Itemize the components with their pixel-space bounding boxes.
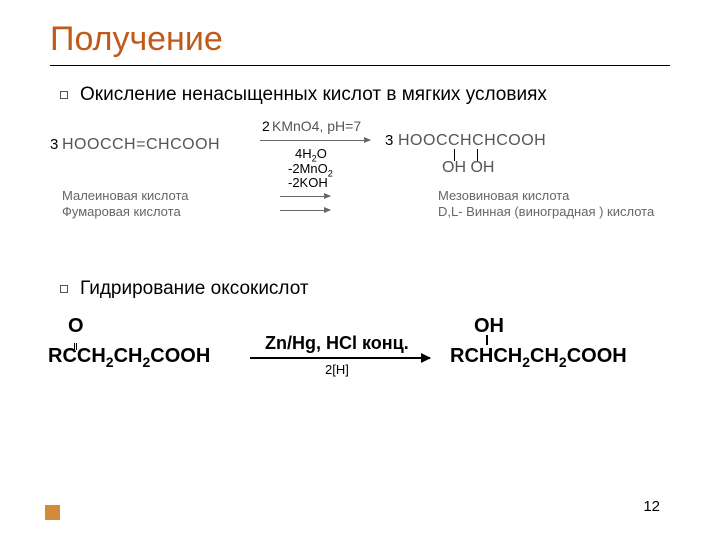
r2-arrow	[250, 357, 430, 359]
r2-product-sub: 2	[522, 354, 530, 370]
bullet-1-text: Окисление ненасыщенных кислот в мягких у…	[80, 84, 547, 106]
r1-coef-right: 3	[385, 132, 393, 149]
r1-reactant-name1: Малеиновая кислота	[62, 188, 189, 203]
bullet-marker-icon	[60, 285, 68, 293]
r1-cond-mid3: -2KOH	[288, 175, 328, 190]
r2-product-a: RCHCH	[450, 345, 522, 367]
r2-product: RCHCH2CH2COOH	[450, 345, 627, 370]
r1-product: HOOCCHCHCOOH	[398, 132, 546, 150]
reaction-2: O RCCH2CH2COOH Zn/Hg, HCl конц. 2[H] OH …	[50, 315, 690, 415]
r2-reactant: RCCH2CH2COOH	[48, 345, 210, 370]
r1-product-name1: Мезовиновая кислота	[438, 188, 569, 203]
r1-cond-mid2-a: -2MnO	[288, 161, 328, 176]
slide-title: Получение	[50, 20, 690, 59]
r1-cond-top: KMnO4, pH=7	[272, 118, 361, 134]
r2-cond-sub: 2[H]	[325, 362, 349, 377]
r1-cond-mid2-sub: 2	[328, 169, 333, 179]
r2-reactant-b: CH	[114, 345, 143, 367]
r2-cond: Zn/Hg, HCl конц.	[265, 333, 409, 354]
bullet-1: Окисление ненасыщенных кислот в мягких у…	[60, 84, 690, 106]
bullet-marker-icon	[60, 91, 68, 99]
r1-cond-coef: 2	[262, 118, 270, 134]
slide: Получение Окисление ненасыщенных кислот …	[0, 0, 720, 540]
r2-reactant-a: RCCH	[48, 345, 106, 367]
r2-sbond	[486, 335, 488, 345]
bullet-2-text: Гидрирование оксокислот	[80, 278, 309, 300]
r1-arrow-3	[280, 210, 330, 211]
r2-reactant-c: COOH	[150, 345, 210, 367]
r1-arrow-2	[280, 196, 330, 197]
r1-coef-left: 3	[50, 136, 58, 153]
accent-square-icon	[45, 505, 60, 520]
r2-product-sub2: 2	[559, 354, 567, 370]
r2-reactant-o: O	[68, 315, 84, 338]
bullet-2: Гидрирование оксокислот	[60, 278, 690, 300]
r1-reactant: HOOCCH=CHCOOH	[62, 136, 220, 154]
r1-reactant-name2: Фумаровая кислота	[62, 204, 181, 219]
r1-product-oh: OH OH	[442, 159, 494, 177]
r2-product-b: CH	[530, 345, 559, 367]
r1-cond-mid1-a: 4H	[295, 146, 312, 161]
r1-arrow-1	[260, 140, 370, 141]
reaction-1: 3 HOOCCH=CHCOOH 2 KMnO4, pH=7 4H2O -2MnO…	[50, 118, 690, 268]
r2-reactant-sub: 2	[106, 354, 114, 370]
r2-product-oh: OH	[474, 315, 504, 338]
r1-product-name2: D,L- Винная (виноградная ) кислота	[438, 204, 654, 219]
r1-cond-mid1-b: O	[317, 146, 327, 161]
page-number: 12	[643, 498, 660, 515]
r2-product-c: COOH	[567, 345, 627, 367]
title-underline	[50, 65, 670, 66]
